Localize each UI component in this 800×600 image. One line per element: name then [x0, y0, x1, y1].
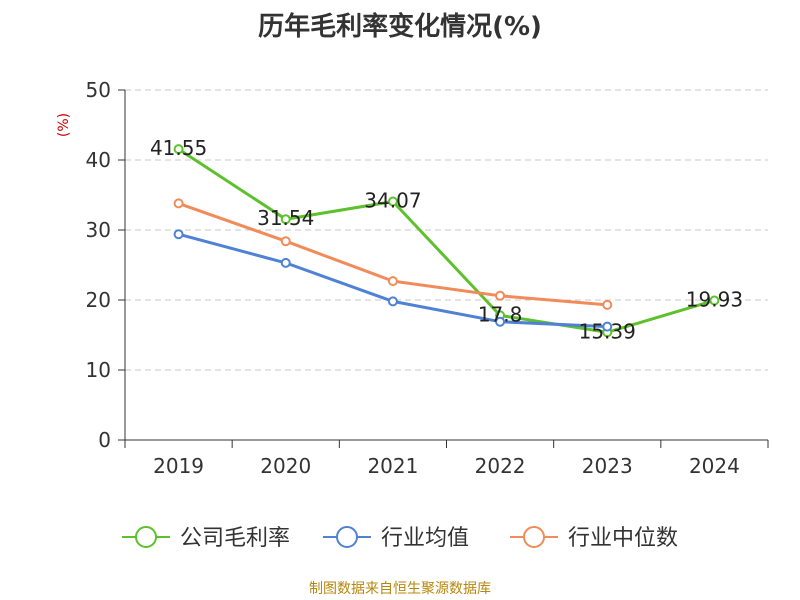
source-note: 制图数据来自恒生聚源数据库 — [309, 581, 491, 597]
data-point — [280, 236, 291, 247]
data-label: 15.39 — [579, 319, 636, 343]
legend-item[interactable]: 行业均值 — [323, 526, 469, 551]
series-line — [178, 201, 608, 307]
data-point — [709, 295, 720, 306]
data-label: 17.8 — [478, 302, 523, 326]
legend-label: 行业均值 — [381, 526, 469, 551]
data-point — [495, 290, 506, 301]
x-tick-label: 2024 — [689, 454, 740, 478]
y-tick-label: 50 — [86, 78, 111, 102]
data-point — [387, 196, 398, 207]
y-tick-label: 20 — [86, 288, 111, 312]
legend-item[interactable]: 行业中位数 — [510, 526, 678, 551]
series — [173, 144, 720, 338]
data-point — [387, 276, 398, 287]
x-tick-label: 2020 — [260, 454, 311, 478]
data-label: 19.93 — [686, 287, 743, 311]
chart-title: 历年毛利率变化情况(%) — [258, 12, 542, 42]
series-line — [177, 147, 715, 334]
y-axis-label: (%) — [56, 113, 72, 137]
y-tick-label: 40 — [86, 148, 111, 172]
x-tick-label: 2023 — [582, 454, 633, 478]
data-point — [602, 299, 613, 310]
grid-lines — [125, 89, 768, 371]
legend-marker — [336, 526, 358, 548]
data-point — [387, 296, 398, 307]
x-tick-label: 2019 — [153, 454, 204, 478]
y-tick-label: 0 — [98, 428, 111, 452]
axes: 0 10 20 30 40 50 2019 2020 2021 2022 2023 2024 (%) — [56, 78, 769, 478]
x-tick-label: 2022 — [475, 454, 526, 478]
data-label: 34.07 — [364, 189, 421, 213]
data-labels: 41.55 31.54 34.07 17.8 15.39 19.93 — [150, 136, 743, 343]
data-point — [280, 257, 291, 268]
data-label: 31.54 — [257, 206, 314, 230]
x-tick-label: 2021 — [367, 454, 418, 478]
legend-label: 公司毛利率 — [180, 526, 290, 551]
data-point — [280, 214, 291, 225]
y-tick-label: 10 — [86, 358, 111, 382]
data-point — [495, 316, 506, 327]
legend-marker — [523, 526, 545, 548]
legend-marker — [135, 526, 157, 548]
data-point — [602, 321, 613, 332]
legend-item[interactable]: 公司毛利率 — [122, 526, 290, 551]
y-tick-label: 30 — [86, 218, 111, 242]
data-point — [173, 198, 184, 209]
data-label: 41.55 — [150, 136, 207, 160]
legend: 公司毛利率 行业均值 行业中位数 — [122, 526, 678, 551]
data-point — [173, 144, 184, 155]
legend-label: 行业中位数 — [568, 526, 678, 551]
data-point — [173, 229, 184, 240]
